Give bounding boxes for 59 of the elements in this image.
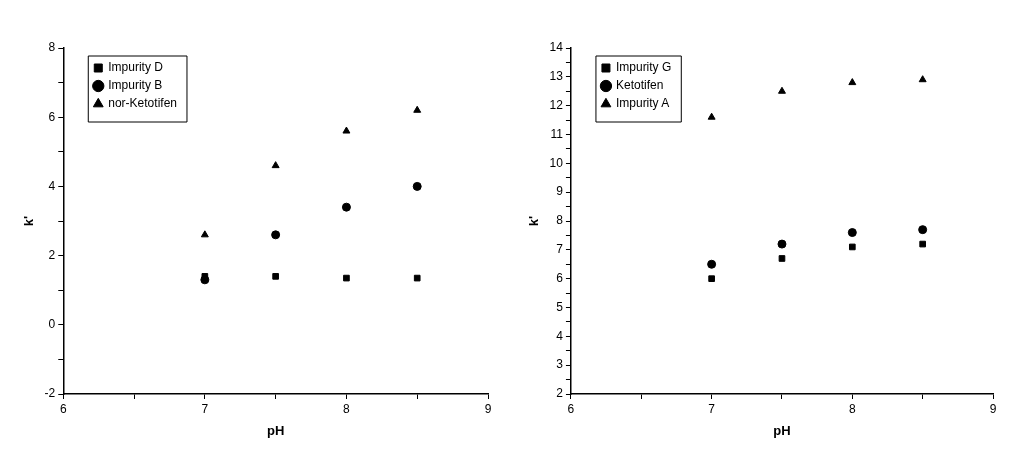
point xyxy=(272,273,279,280)
point xyxy=(918,75,927,83)
point xyxy=(413,105,422,113)
y-tick-label: 9 xyxy=(556,184,564,199)
y-tick-label: 2 xyxy=(556,386,564,401)
point xyxy=(778,255,786,262)
y-tick-label: 10 xyxy=(549,155,564,170)
legend-label: nor-Ketotifen xyxy=(108,96,177,111)
legend-label: Impurity D xyxy=(108,60,164,75)
point xyxy=(343,274,350,282)
x-tick-label: 9 xyxy=(989,401,997,416)
x-tick-label: 7 xyxy=(201,401,209,416)
point xyxy=(847,228,857,238)
point xyxy=(848,78,857,86)
y-tick-label: 5 xyxy=(556,299,564,314)
x-tick-label: 6 xyxy=(59,401,67,416)
point xyxy=(708,275,715,282)
y-tick-label: 14 xyxy=(549,40,564,55)
point xyxy=(918,225,928,235)
point xyxy=(707,112,716,120)
y-tick-label: 3 xyxy=(556,357,564,372)
point xyxy=(413,274,421,282)
x-tick-label: 8 xyxy=(848,401,856,416)
point xyxy=(271,161,280,169)
y-axis-title: k' xyxy=(21,215,37,227)
legend-label: Impurity B xyxy=(108,78,163,93)
x-axis-title: pH xyxy=(266,422,285,438)
x-tick-label: 6 xyxy=(567,401,575,416)
y-tick-label: 13 xyxy=(549,69,564,84)
x-tick-label: 9 xyxy=(484,401,492,416)
y-axis-title: k' xyxy=(526,215,542,227)
y-tick-label: 0 xyxy=(48,317,56,332)
y-tick-label: 7 xyxy=(556,242,564,257)
y-tick-label: 2 xyxy=(48,247,56,262)
y-tick-label: 8 xyxy=(556,213,564,228)
point xyxy=(342,126,351,134)
point xyxy=(271,230,281,240)
y-tick-label: 6 xyxy=(556,270,564,285)
x-axis-title: pH xyxy=(773,422,791,438)
y-tick-label: 12 xyxy=(549,97,564,112)
point xyxy=(778,86,786,94)
x-tick-label: 7 xyxy=(708,401,716,416)
y-tick-label: 8 xyxy=(48,40,56,55)
point xyxy=(200,230,209,238)
y-tick-label: 11 xyxy=(550,126,564,141)
y-tick-label: 4 xyxy=(556,328,564,343)
legend-label: Ketotifen xyxy=(615,78,664,93)
y-tick-label: 4 xyxy=(48,178,56,193)
point xyxy=(777,239,787,249)
point xyxy=(341,202,351,212)
y-tick-label: -2 xyxy=(44,386,56,401)
point xyxy=(919,240,926,248)
legend-label: Impurity G xyxy=(615,60,672,75)
x-tick-label: 8 xyxy=(343,401,351,416)
point xyxy=(707,259,717,269)
point xyxy=(412,181,422,191)
point xyxy=(848,243,856,251)
y-tick-label: 6 xyxy=(48,109,56,124)
legend-label: Impurity A xyxy=(615,96,670,111)
